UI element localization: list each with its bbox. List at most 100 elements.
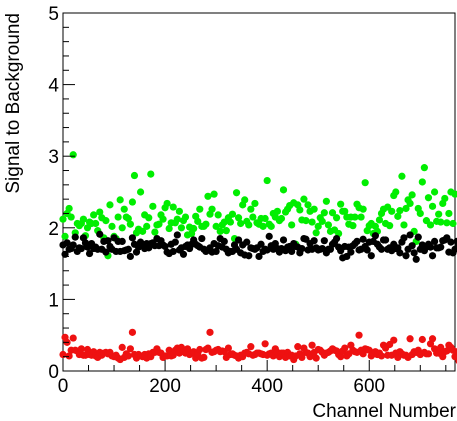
data-point	[302, 217, 310, 225]
data-point	[453, 348, 457, 356]
series-2	[59, 328, 457, 364]
data-point	[220, 237, 228, 245]
data-point	[202, 220, 210, 228]
data-point	[96, 230, 104, 238]
data-point	[128, 234, 137, 242]
data-point	[437, 218, 445, 226]
data-point	[357, 213, 365, 221]
data-point	[355, 331, 363, 339]
data-point	[359, 235, 367, 243]
data-point	[204, 192, 212, 200]
data-point	[136, 188, 145, 196]
data-point	[381, 236, 390, 244]
data-point	[451, 245, 457, 253]
data-point	[245, 221, 253, 229]
data-point	[104, 237, 112, 245]
data-point	[147, 170, 155, 178]
data-point	[143, 222, 151, 230]
data-point	[341, 207, 349, 215]
data-point	[77, 244, 85, 253]
data-point	[171, 238, 179, 246]
y-tick-label: 5	[48, 4, 59, 25]
data-point	[341, 344, 349, 352]
data-point	[232, 189, 241, 197]
data-point	[406, 335, 414, 343]
data-point	[359, 205, 367, 213]
data-point	[257, 240, 265, 248]
axes: 0 200 400 600 0 1 2 3 4 5	[48, 4, 447, 397]
data-point	[124, 245, 132, 253]
data-point	[386, 222, 394, 230]
data-point	[351, 213, 359, 221]
data-point	[128, 328, 137, 336]
data-point	[324, 221, 333, 229]
data-point	[69, 241, 77, 249]
data-point	[69, 334, 77, 342]
data-point	[337, 200, 345, 208]
data-point	[155, 220, 163, 228]
data-point	[406, 231, 414, 239]
data-point	[322, 197, 330, 205]
data-point	[212, 247, 220, 256]
data-point	[237, 219, 245, 228]
data-point	[196, 205, 204, 213]
data-point	[267, 222, 275, 230]
y-tick-label: 3	[48, 147, 59, 168]
data-point	[428, 335, 437, 343]
data-point	[165, 224, 173, 233]
data-point	[388, 207, 396, 215]
data-point	[402, 204, 410, 213]
data-point	[106, 201, 114, 209]
data-point	[428, 252, 437, 260]
data-point	[449, 219, 457, 228]
data-point	[124, 352, 132, 360]
y-tick-label: 2	[48, 219, 59, 240]
data-point	[279, 236, 288, 244]
data-point	[320, 209, 328, 217]
y-axis-label: Signal to Background	[3, 13, 24, 194]
data-point	[259, 222, 267, 230]
data-point	[90, 211, 98, 219]
data-point	[243, 238, 251, 246]
data-point	[130, 171, 139, 180]
data-point	[212, 222, 220, 230]
data-point	[298, 353, 306, 361]
data-point	[402, 252, 410, 260]
data-point	[247, 205, 255, 213]
data-point	[190, 224, 198, 233]
data-point	[406, 199, 414, 208]
data-point	[108, 222, 116, 230]
data-point	[173, 231, 181, 239]
data-point	[390, 336, 398, 344]
data-point	[400, 234, 408, 242]
data-point	[234, 214, 243, 222]
data-point	[451, 190, 457, 198]
data-point	[216, 227, 224, 235]
data-point	[377, 245, 386, 253]
data-point	[71, 233, 79, 241]
data-point	[169, 247, 177, 256]
x-tick-label: 600	[353, 376, 385, 397]
data-point	[196, 345, 204, 354]
data-point	[396, 207, 404, 215]
data-point	[353, 237, 361, 245]
data-point	[255, 252, 263, 261]
data-point	[265, 232, 273, 240]
data-point	[312, 229, 320, 237]
data-point	[126, 220, 134, 228]
data-point	[249, 213, 257, 221]
data-point	[418, 178, 426, 186]
data-point	[85, 249, 94, 258]
data-point	[294, 343, 302, 351]
data-point	[304, 201, 312, 209]
data-point	[179, 250, 188, 258]
data-points	[59, 151, 457, 364]
data-point	[226, 218, 235, 226]
data-point	[363, 246, 371, 254]
data-point	[126, 252, 134, 261]
data-point	[102, 248, 110, 256]
data-point	[349, 222, 357, 230]
data-point	[296, 206, 304, 214]
data-point	[337, 353, 345, 361]
data-point	[92, 219, 100, 228]
